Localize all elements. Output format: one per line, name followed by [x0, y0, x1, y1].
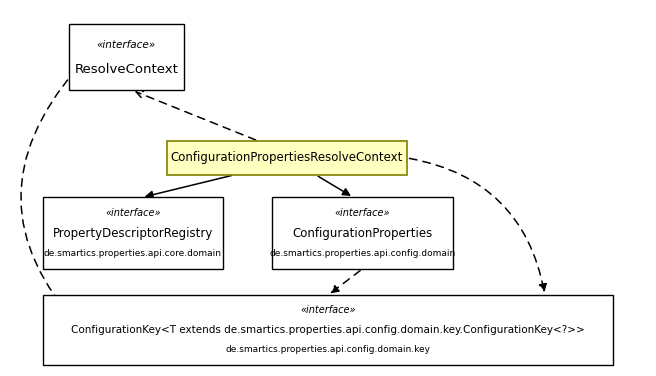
- Text: «interface»: «interface»: [335, 208, 390, 218]
- Text: «interface»: «interface»: [105, 208, 161, 218]
- Text: ConfigurationPropertiesResolveContext: ConfigurationPropertiesResolveContext: [171, 152, 403, 164]
- Text: de.smartics.properties.api.config.domain: de.smartics.properties.api.config.domain: [270, 249, 455, 258]
- Text: ResolveContext: ResolveContext: [74, 63, 178, 76]
- Text: «interface»: «interface»: [300, 305, 356, 315]
- Text: de.smartics.properties.api.config.domain.key: de.smartics.properties.api.config.domain…: [226, 345, 430, 354]
- Text: PropertyDescriptorRegistry: PropertyDescriptorRegistry: [52, 227, 213, 240]
- Text: «interface»: «interface»: [96, 41, 156, 50]
- Text: ConfigurationProperties: ConfigurationProperties: [293, 227, 432, 240]
- FancyBboxPatch shape: [43, 295, 613, 365]
- FancyBboxPatch shape: [69, 24, 184, 90]
- Text: ConfigurationKey<T extends de.smartics.properties.api.config.domain.key.Configur: ConfigurationKey<T extends de.smartics.p…: [71, 325, 585, 335]
- FancyBboxPatch shape: [43, 197, 223, 269]
- FancyBboxPatch shape: [272, 197, 453, 269]
- Text: de.smartics.properties.api.core.domain: de.smartics.properties.api.core.domain: [44, 249, 222, 258]
- FancyBboxPatch shape: [167, 141, 407, 175]
